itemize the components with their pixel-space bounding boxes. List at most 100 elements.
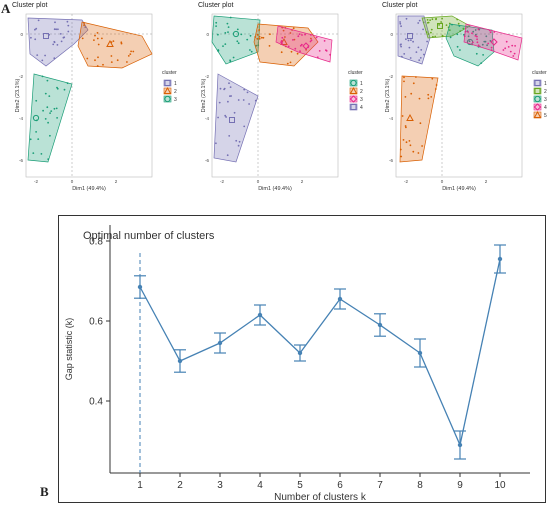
cluster-point xyxy=(299,44,302,47)
cluster-point xyxy=(227,100,229,103)
cluster-point xyxy=(426,19,429,21)
cluster-point xyxy=(489,31,492,34)
cluster-point xyxy=(504,47,507,50)
cluster-point xyxy=(310,39,313,42)
cluster-point xyxy=(427,21,430,24)
cluster-point xyxy=(310,37,312,40)
mini-x-axis-label: Dim1 (49.4%) xyxy=(258,186,292,192)
cluster-point xyxy=(304,33,306,36)
cluster-point xyxy=(409,144,412,147)
cluster-point xyxy=(403,53,406,55)
cluster-point xyxy=(110,55,113,57)
gap-series-line xyxy=(139,258,501,448)
cluster-point xyxy=(258,29,261,31)
legend-label: 1 xyxy=(544,81,547,87)
legend-diamond-icon xyxy=(533,103,542,111)
cluster-point xyxy=(287,45,290,48)
cluster-point xyxy=(435,18,437,21)
cluster-point xyxy=(59,33,62,35)
cluster-point xyxy=(256,33,259,36)
cluster-point xyxy=(129,53,132,55)
cluster-point xyxy=(248,103,250,105)
cluster-point xyxy=(66,20,69,23)
cluster-point xyxy=(268,45,271,47)
legend-square-icon xyxy=(534,88,541,94)
legend-triangle-icon xyxy=(533,110,542,118)
cluster-point xyxy=(400,155,403,158)
cluster-point xyxy=(290,50,293,53)
legend-diamond-icon xyxy=(302,42,310,50)
cluster-point xyxy=(249,49,251,51)
cluster-point xyxy=(514,45,516,47)
x-tick-label: 8 xyxy=(417,480,423,491)
cluster-point xyxy=(83,24,85,26)
cluster-point xyxy=(83,22,85,24)
legend-label: 2 xyxy=(174,89,177,95)
cluster-point xyxy=(490,49,493,51)
cluster-point xyxy=(281,36,284,39)
cluster-point xyxy=(489,40,492,42)
cluster-point xyxy=(412,40,414,43)
panel-b-frame xyxy=(58,215,546,503)
cluster-point xyxy=(262,36,265,39)
cluster-point xyxy=(40,153,43,155)
cluster-point xyxy=(298,33,301,35)
cluster-point xyxy=(227,26,230,28)
cluster-point xyxy=(425,31,428,33)
cluster-point xyxy=(60,40,63,43)
mini-y-tick-label: -2 xyxy=(389,74,393,79)
cluster-point xyxy=(476,41,479,44)
cluster-point xyxy=(438,24,440,26)
chart-title: Optimal number of clusters xyxy=(83,230,215,242)
cluster-point xyxy=(81,37,84,40)
cluster-point xyxy=(227,31,229,33)
cluster-hull xyxy=(211,15,261,65)
mini-x-tick-label: -2 xyxy=(34,179,38,184)
cluster-point xyxy=(476,35,478,38)
legend-label: 4 xyxy=(544,105,547,111)
cluster-point xyxy=(507,46,510,48)
cluster-point xyxy=(112,40,115,42)
cluster-point xyxy=(292,27,295,30)
cluster-point xyxy=(41,75,44,78)
cluster-point xyxy=(44,54,46,57)
cluster-point xyxy=(318,50,321,52)
cluster-point xyxy=(47,158,50,161)
cluster-point xyxy=(228,135,231,137)
y-tick-label: 0.4 xyxy=(89,397,103,408)
cluster-point xyxy=(420,49,423,51)
cluster-point xyxy=(246,91,249,94)
cluster-point xyxy=(229,59,231,62)
cluster-point xyxy=(325,50,328,52)
cluster-point xyxy=(97,43,100,46)
legend-circle-icon xyxy=(350,79,357,87)
cluster-point xyxy=(96,32,99,34)
cluster-point xyxy=(215,21,218,24)
gap-point xyxy=(377,322,383,328)
cluster-point xyxy=(464,30,467,33)
cluster-point xyxy=(493,31,496,33)
cluster-point xyxy=(297,35,300,38)
cluster-point xyxy=(410,92,413,95)
plot-area xyxy=(25,13,153,178)
cluster-point xyxy=(418,19,421,22)
cluster-plot-svg: 0 -2 -4 -6 -2 0 2 Dim1 (49.4%) Dim2 (23.1%) clust… xyxy=(201,13,363,192)
cluster-point xyxy=(404,96,407,98)
cluster-point xyxy=(409,57,412,59)
cluster-point xyxy=(429,19,431,21)
cluster-point xyxy=(52,43,55,46)
cluster-point xyxy=(243,88,246,91)
cluster-point xyxy=(486,44,488,47)
cluster-point xyxy=(456,33,459,36)
gap-point xyxy=(457,442,463,448)
cluster-point xyxy=(426,40,428,43)
gap-point xyxy=(257,312,263,318)
x-axis-label: Number of clusters k xyxy=(274,492,367,503)
cluster-point xyxy=(301,34,303,36)
cluster-point xyxy=(481,43,484,46)
cluster-point xyxy=(238,140,241,143)
cluster-point xyxy=(457,22,460,25)
mini-y-tick-label: -4 xyxy=(389,116,393,121)
cluster-point xyxy=(427,93,430,96)
cluster-point xyxy=(54,21,56,24)
